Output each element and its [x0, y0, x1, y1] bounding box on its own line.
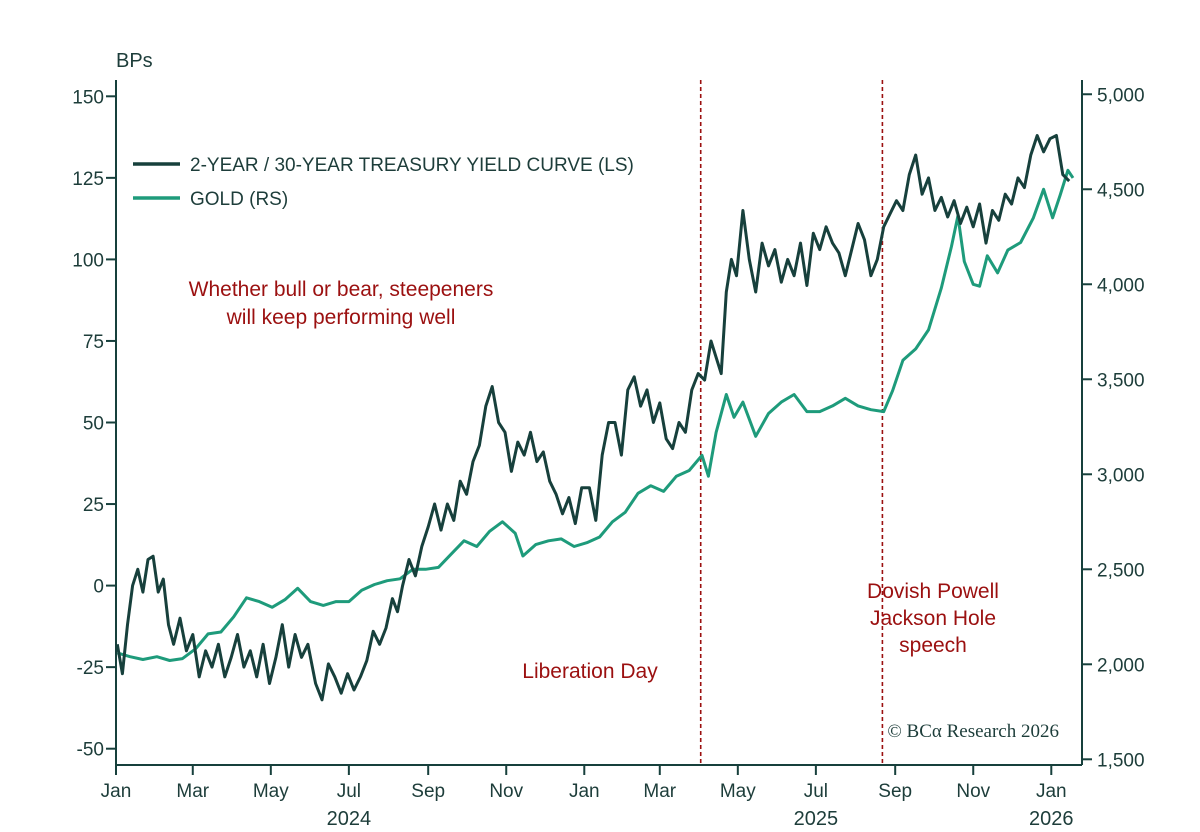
left-tick-label: 125 [72, 169, 104, 190]
right-tick-label: 4,000 [1097, 275, 1145, 296]
x-tick-label: Mar [643, 781, 676, 802]
vertical-markers [699, 80, 884, 765]
marker-label-line-2: Jackson Hole [870, 607, 996, 630]
right-tick-label: 3,500 [1097, 370, 1145, 391]
left-axis-unit-label: BPs [116, 50, 153, 72]
marker-label-line-3: speech [899, 634, 967, 657]
x-axis-ticks: Jan Mar May Jul Sep Nov Jan Mar May Jul Sep Nov Jan [101, 765, 1067, 802]
x-tick-label: Jan [1036, 781, 1067, 802]
right-tick-label: 1,500 [1097, 750, 1145, 771]
left-tick-label: 150 [72, 87, 104, 108]
legend-label-yield-curve: 2-YEAR / 30-YEAR TREASURY YIELD CURVE (L… [190, 155, 634, 176]
x-year-label: 2026 [1029, 808, 1074, 830]
left-tick-label: 75 [83, 332, 104, 353]
x-year-label: 2025 [794, 808, 839, 830]
marker-label-liberation-day: Liberation Day [522, 660, 658, 683]
legend-label-gold: GOLD (RS) [190, 189, 288, 210]
marker-label-jackson-hole: Dovish Powell Jackson Hole speech [867, 580, 999, 657]
x-tick-label: May [720, 781, 756, 802]
steepener-annotation: Whether bull or bear, steepeners will ke… [189, 278, 494, 329]
copyright-notice: © BCα Research 2026 [887, 721, 1059, 742]
right-tick-label: 4,500 [1097, 180, 1145, 201]
right-tick-label: 5,000 [1097, 85, 1145, 106]
x-axis-year-labels: 2024 2025 2026 [327, 808, 1074, 830]
right-tick-label: 3,000 [1097, 465, 1145, 486]
annotation-line-2: will keep performing well [226, 306, 456, 329]
series-line-yield-curve [115, 134, 1071, 702]
right-axis-ticks: 5,000 4,500 4,000 3,500 3,000 2,500 2,000 1,500 [1082, 85, 1145, 771]
x-tick-label: Jan [101, 781, 132, 802]
legend: 2-YEAR / 30-YEAR TREASURY YIELD CURVE (L… [133, 155, 634, 210]
x-tick-label: Mar [176, 781, 209, 802]
x-year-label: 2024 [327, 808, 372, 830]
left-tick-label: -25 [77, 658, 104, 679]
x-tick-label: Jan [569, 781, 600, 802]
left-tick-label: 50 [83, 414, 104, 435]
x-tick-label: Sep [411, 781, 445, 802]
left-tick-label: -50 [77, 740, 104, 761]
annotation-line-1: Whether bull or bear, steepeners [189, 278, 494, 301]
x-tick-label: Nov [956, 781, 990, 802]
left-tick-label: 25 [83, 495, 104, 516]
series-line-gold [116, 168, 1075, 662]
marker-label-line-1: Dovish Powell [867, 580, 999, 603]
x-tick-label: Jul [337, 781, 361, 802]
left-tick-label: 0 [93, 577, 104, 598]
right-tick-label: 2,000 [1097, 655, 1145, 676]
x-tick-label: May [253, 781, 289, 802]
left-axis-ticks: 150 125 100 75 50 25 0 -25 -50 [72, 87, 116, 761]
x-tick-label: Jul [804, 781, 828, 802]
x-tick-label: Nov [489, 781, 523, 802]
right-tick-label: 2,500 [1097, 560, 1145, 581]
left-tick-label: 100 [72, 250, 104, 271]
x-tick-label: Sep [878, 781, 912, 802]
